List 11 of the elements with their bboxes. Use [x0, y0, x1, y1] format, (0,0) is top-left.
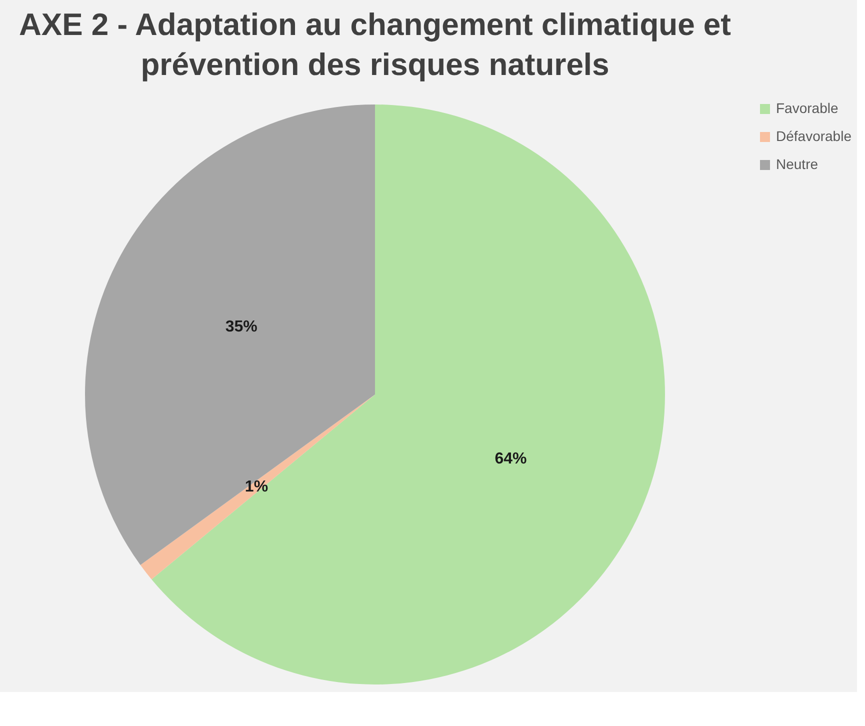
pie-slice [152, 104, 665, 684]
legend-label: Neutre [776, 156, 818, 172]
pie-slice [140, 394, 375, 580]
data-label: 64% [494, 450, 527, 468]
data-label: 35% [225, 318, 258, 336]
pie-slice [85, 104, 375, 565]
data-label: 1% [244, 478, 268, 496]
text: AXE 2 - Adaptation au changement climatique et [19, 7, 731, 42]
text: prévention des risques naturels [140, 47, 610, 82]
legend-label: Favorable [776, 100, 838, 116]
legend-label: Défavorable [776, 128, 852, 144]
